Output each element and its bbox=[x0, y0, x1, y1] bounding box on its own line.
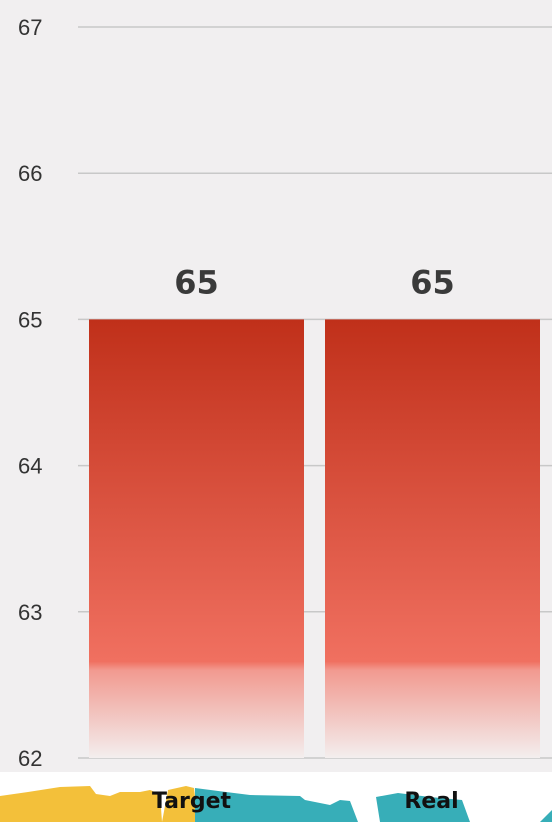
bar-target bbox=[89, 319, 304, 758]
y-tick-label: 65 bbox=[18, 307, 42, 332]
bars bbox=[89, 319, 540, 758]
bottom-decoration bbox=[0, 786, 552, 822]
y-tick-label: 66 bbox=[18, 161, 42, 186]
x-axis-categories: Target Real bbox=[152, 789, 459, 814]
data-label: 65 bbox=[410, 263, 455, 301]
data-label: 65 bbox=[174, 263, 219, 301]
y-tick-label: 67 bbox=[18, 15, 42, 40]
y-tick-label: 64 bbox=[18, 454, 42, 479]
data-labels: 65 65 bbox=[174, 263, 455, 301]
category-label: Real bbox=[404, 789, 458, 814]
y-axis-ticks: 62 63 64 65 66 67 bbox=[18, 15, 42, 771]
category-label: Target bbox=[152, 789, 232, 814]
y-tick-label: 63 bbox=[18, 600, 42, 625]
bar-real bbox=[325, 319, 540, 758]
y-tick-label: 62 bbox=[18, 746, 42, 771]
